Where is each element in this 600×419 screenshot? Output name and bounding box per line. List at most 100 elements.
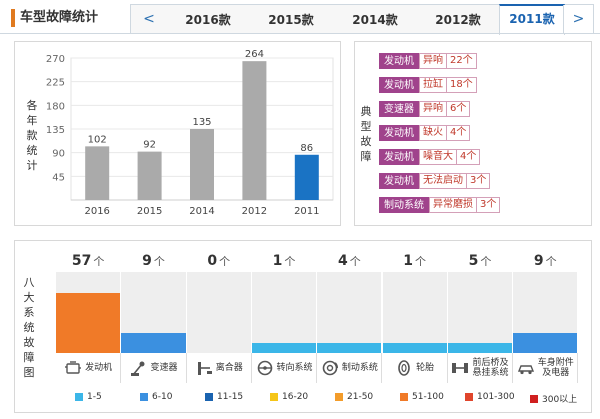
system-label[interactable]: 车身附件 及电器 [513,353,579,383]
axle-icon [452,363,469,373]
systems-panel: 八大系统故障图 57 个发动机 9 个变速器 0 个离合器 1 个转向系统 4 个制动系统 1 个轮胎… [14,240,592,413]
legend-item: 11-15 [205,392,243,402]
car-body-icon [517,365,534,375]
fault-count-tag: 6个 [447,101,471,117]
system-label[interactable]: 离合器 [187,353,252,383]
bar-value-label: 86 [300,143,313,154]
fault-part-tag: 发动机 [379,125,419,141]
system-count-unit: 个 [284,255,296,268]
system-count-number: 57 [71,253,92,269]
x-tick-label: 2014 [189,206,214,217]
legend-swatch [270,393,278,401]
system-count-number: 4 [337,253,348,269]
fault-kind-tag: 异常磨损 [429,197,477,213]
system-label[interactable]: 发动机 [56,353,122,383]
system-count-number: 9 [142,253,152,269]
fault-count-tag: 4个 [447,125,471,141]
tab-2012[interactable]: 2012款 [435,13,481,27]
y-tick-label: 90 [52,149,65,160]
system-name: 发动机 [85,363,113,373]
tab-2016[interactable]: 2016款 [185,13,231,27]
page-title: 车型故障统计 [20,10,99,25]
system-name: 前后桥及 悬挂系统 [472,358,509,378]
bar [137,151,162,200]
system-label[interactable]: 轮胎 [383,353,448,383]
bar [294,154,319,200]
y-tick-label: 180 [46,101,65,112]
legend-item: 1-5 [75,392,102,402]
engine-icon [65,361,82,374]
fault-count-tag: 22个 [447,53,477,69]
fault-item[interactable]: 变速器 异响 6个 [379,101,471,117]
system-name: 轮胎 [416,363,435,373]
system-label[interactable]: 变速器 [121,353,187,383]
header: 车型故障统计 < 2016款 2015款 2014款 2012款 2011款 > [0,0,600,35]
fault-count-tag: 18个 [447,77,477,93]
fault-item[interactable]: 发动机 拉缸 18个 [379,77,477,93]
y-tick-label: 135 [46,125,65,136]
fault-item[interactable]: 发动机 缺火 4个 [379,125,471,141]
tab-2011[interactable]: 2011款 [499,4,565,35]
system-bar [251,343,317,353]
system-bar-area [251,272,317,353]
clutch-icon [197,362,212,375]
year-tabs: < 2016款 2015款 2014款 2012款 2011款 > [130,4,594,35]
legend-label: 101-300 [477,392,515,402]
fault-kind-tag: 异响 [419,101,447,117]
system-bar-area [186,272,251,353]
fault-kind-tag: 无法启动 [419,173,467,189]
fault-part-tag: 发动机 [379,149,419,165]
fault-part-tag: 制动系统 [379,197,429,213]
system-count-unit: 个 [415,255,427,268]
tab-2015[interactable]: 2015款 [268,13,314,27]
system-count-number: 1 [272,253,283,269]
legend-item: 21-50 [335,392,373,402]
legend-item: 300以上 [530,392,577,405]
y-tick-label: 225 [46,78,65,89]
bar-value-label: 135 [192,117,211,128]
legend-swatch [335,393,343,401]
y-tick-label: 45 [52,172,65,183]
chevron-left-icon[interactable]: < [143,11,155,27]
legend-label: 6-10 [152,392,173,402]
system-bar [382,343,447,353]
system-label[interactable]: 转向系统 [252,353,318,383]
fault-item[interactable]: 发动机 异响 22个 [379,53,477,69]
header-divider [0,33,600,34]
bar-chart: 45 90 135 180 225 270 102 2016 92 2015 135 2014 264 2… [46,49,334,217]
bar-value-label: 264 [245,49,264,60]
legend-item: 51-100 [400,392,444,402]
y-tick-label: 270 [46,54,65,65]
fault-item[interactable]: 制动系统 异常磨损 3个 [379,197,501,213]
fault-kind-tag: 噪音大 [419,149,457,165]
gearbox-icon [131,361,145,376]
system-label[interactable]: 前后桥及 悬挂系统 [448,353,514,383]
chevron-right-icon[interactable]: > [563,5,593,34]
legend-item: 6-10 [140,392,172,402]
title-accent-bar [11,9,15,27]
system-count: 57 个 [56,249,121,271]
legend-label: 11-15 [217,392,244,402]
system-label[interactable]: 制动系统 [317,353,383,383]
bar [85,146,110,200]
fault-part-tag: 变速器 [379,101,419,117]
fault-item[interactable]: 发动机 无法启动 3个 [379,173,491,189]
legend-swatch [205,393,213,401]
system-bar-area [56,272,121,353]
system-name: 离合器 [215,363,243,373]
fault-item[interactable]: 发动机 噪音大 4个 [379,149,481,165]
fault-kind-tag: 拉缸 [419,77,447,93]
bar [190,129,214,200]
legend-label: 1-5 [87,392,102,402]
system-count-number: 0 [207,253,218,269]
tab-2014[interactable]: 2014款 [352,13,398,27]
system-count-unit: 个 [153,255,165,268]
system-bar-area [447,272,513,353]
system-count-unit: 个 [219,255,231,268]
legend-label: 51-100 [412,392,444,402]
system-bar-area [121,272,186,353]
chart-ylabel: 各年款统计 [26,99,38,172]
fault-count-tag: 4个 [457,149,481,165]
